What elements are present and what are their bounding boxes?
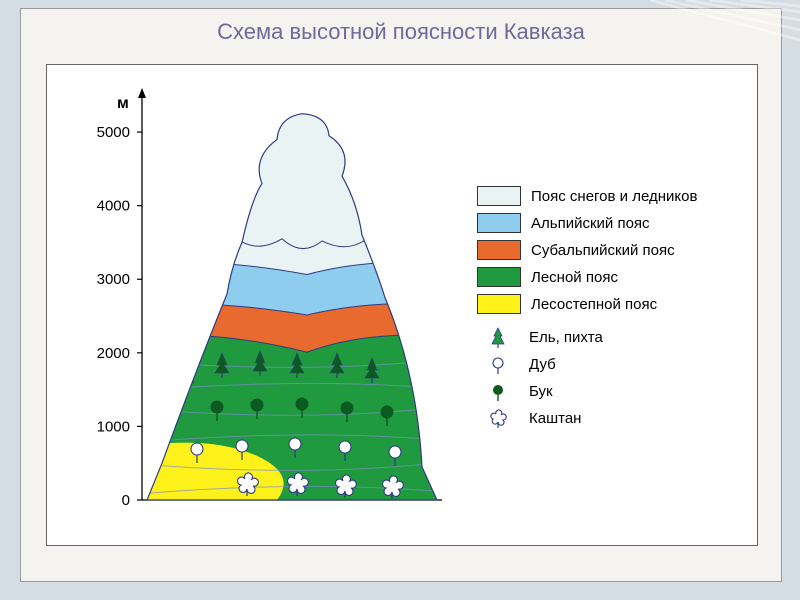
legend-label: Бук [529, 383, 553, 400]
slide-corner-decoration [650, 0, 800, 50]
legend-label: Дуб [529, 356, 556, 373]
axis-tick-label: 4000 [97, 198, 130, 215]
legend-symbol-row: Ель, пихта [477, 326, 697, 348]
legend: Пояс снегов и ледников Альпийский пояс Суб… [477, 185, 697, 434]
axis-tick-label: 5000 [97, 124, 130, 141]
chart-area: м 500040003000200010000 Пояс снегов и ле… [46, 64, 758, 546]
axis-tick-label: 2000 [97, 345, 130, 362]
legend-symbol-row: Бук [477, 380, 697, 402]
legend-label: Пояс снегов и ледников [531, 188, 697, 205]
legend-zone-row: Лесной пояс [477, 266, 697, 288]
legend-swatch [477, 267, 521, 287]
legend-swatch [477, 213, 521, 233]
legend-zone-row: Пояс снегов и ледников [477, 185, 697, 207]
legend-swatch [477, 294, 521, 314]
legend-zone-row: Альпийский пояс [477, 212, 697, 234]
legend-swatch [477, 186, 521, 206]
legend-zone-row: Лесостепной пояс [477, 293, 697, 315]
legend-label: Ель, пихта [529, 329, 603, 346]
legend-label: Альпийский пояс [531, 215, 650, 232]
legend-label: Лесостепной пояс [531, 296, 657, 313]
axis-tick-label: 3000 [97, 271, 130, 288]
oak-icon [477, 353, 519, 375]
axis-tick-label: 0 [122, 492, 130, 509]
legend-symbol-row: Каштан [477, 407, 697, 429]
legend-symbol-row: Дуб [477, 353, 697, 375]
beech-icon [477, 380, 519, 402]
axis-tick-label: 1000 [97, 418, 130, 435]
legend-zone-row: Субальпийский пояс [477, 239, 697, 261]
legend-label: Субальпийский пояс [531, 242, 675, 259]
legend-swatch [477, 240, 521, 260]
legend-label: Лесной пояс [531, 269, 618, 286]
spruce-icon [477, 326, 519, 348]
diagram-panel: Схема высотной поясности Кавказа м 50004… [20, 8, 782, 582]
chestnut-icon [477, 407, 519, 429]
legend-label: Каштан [529, 410, 581, 427]
